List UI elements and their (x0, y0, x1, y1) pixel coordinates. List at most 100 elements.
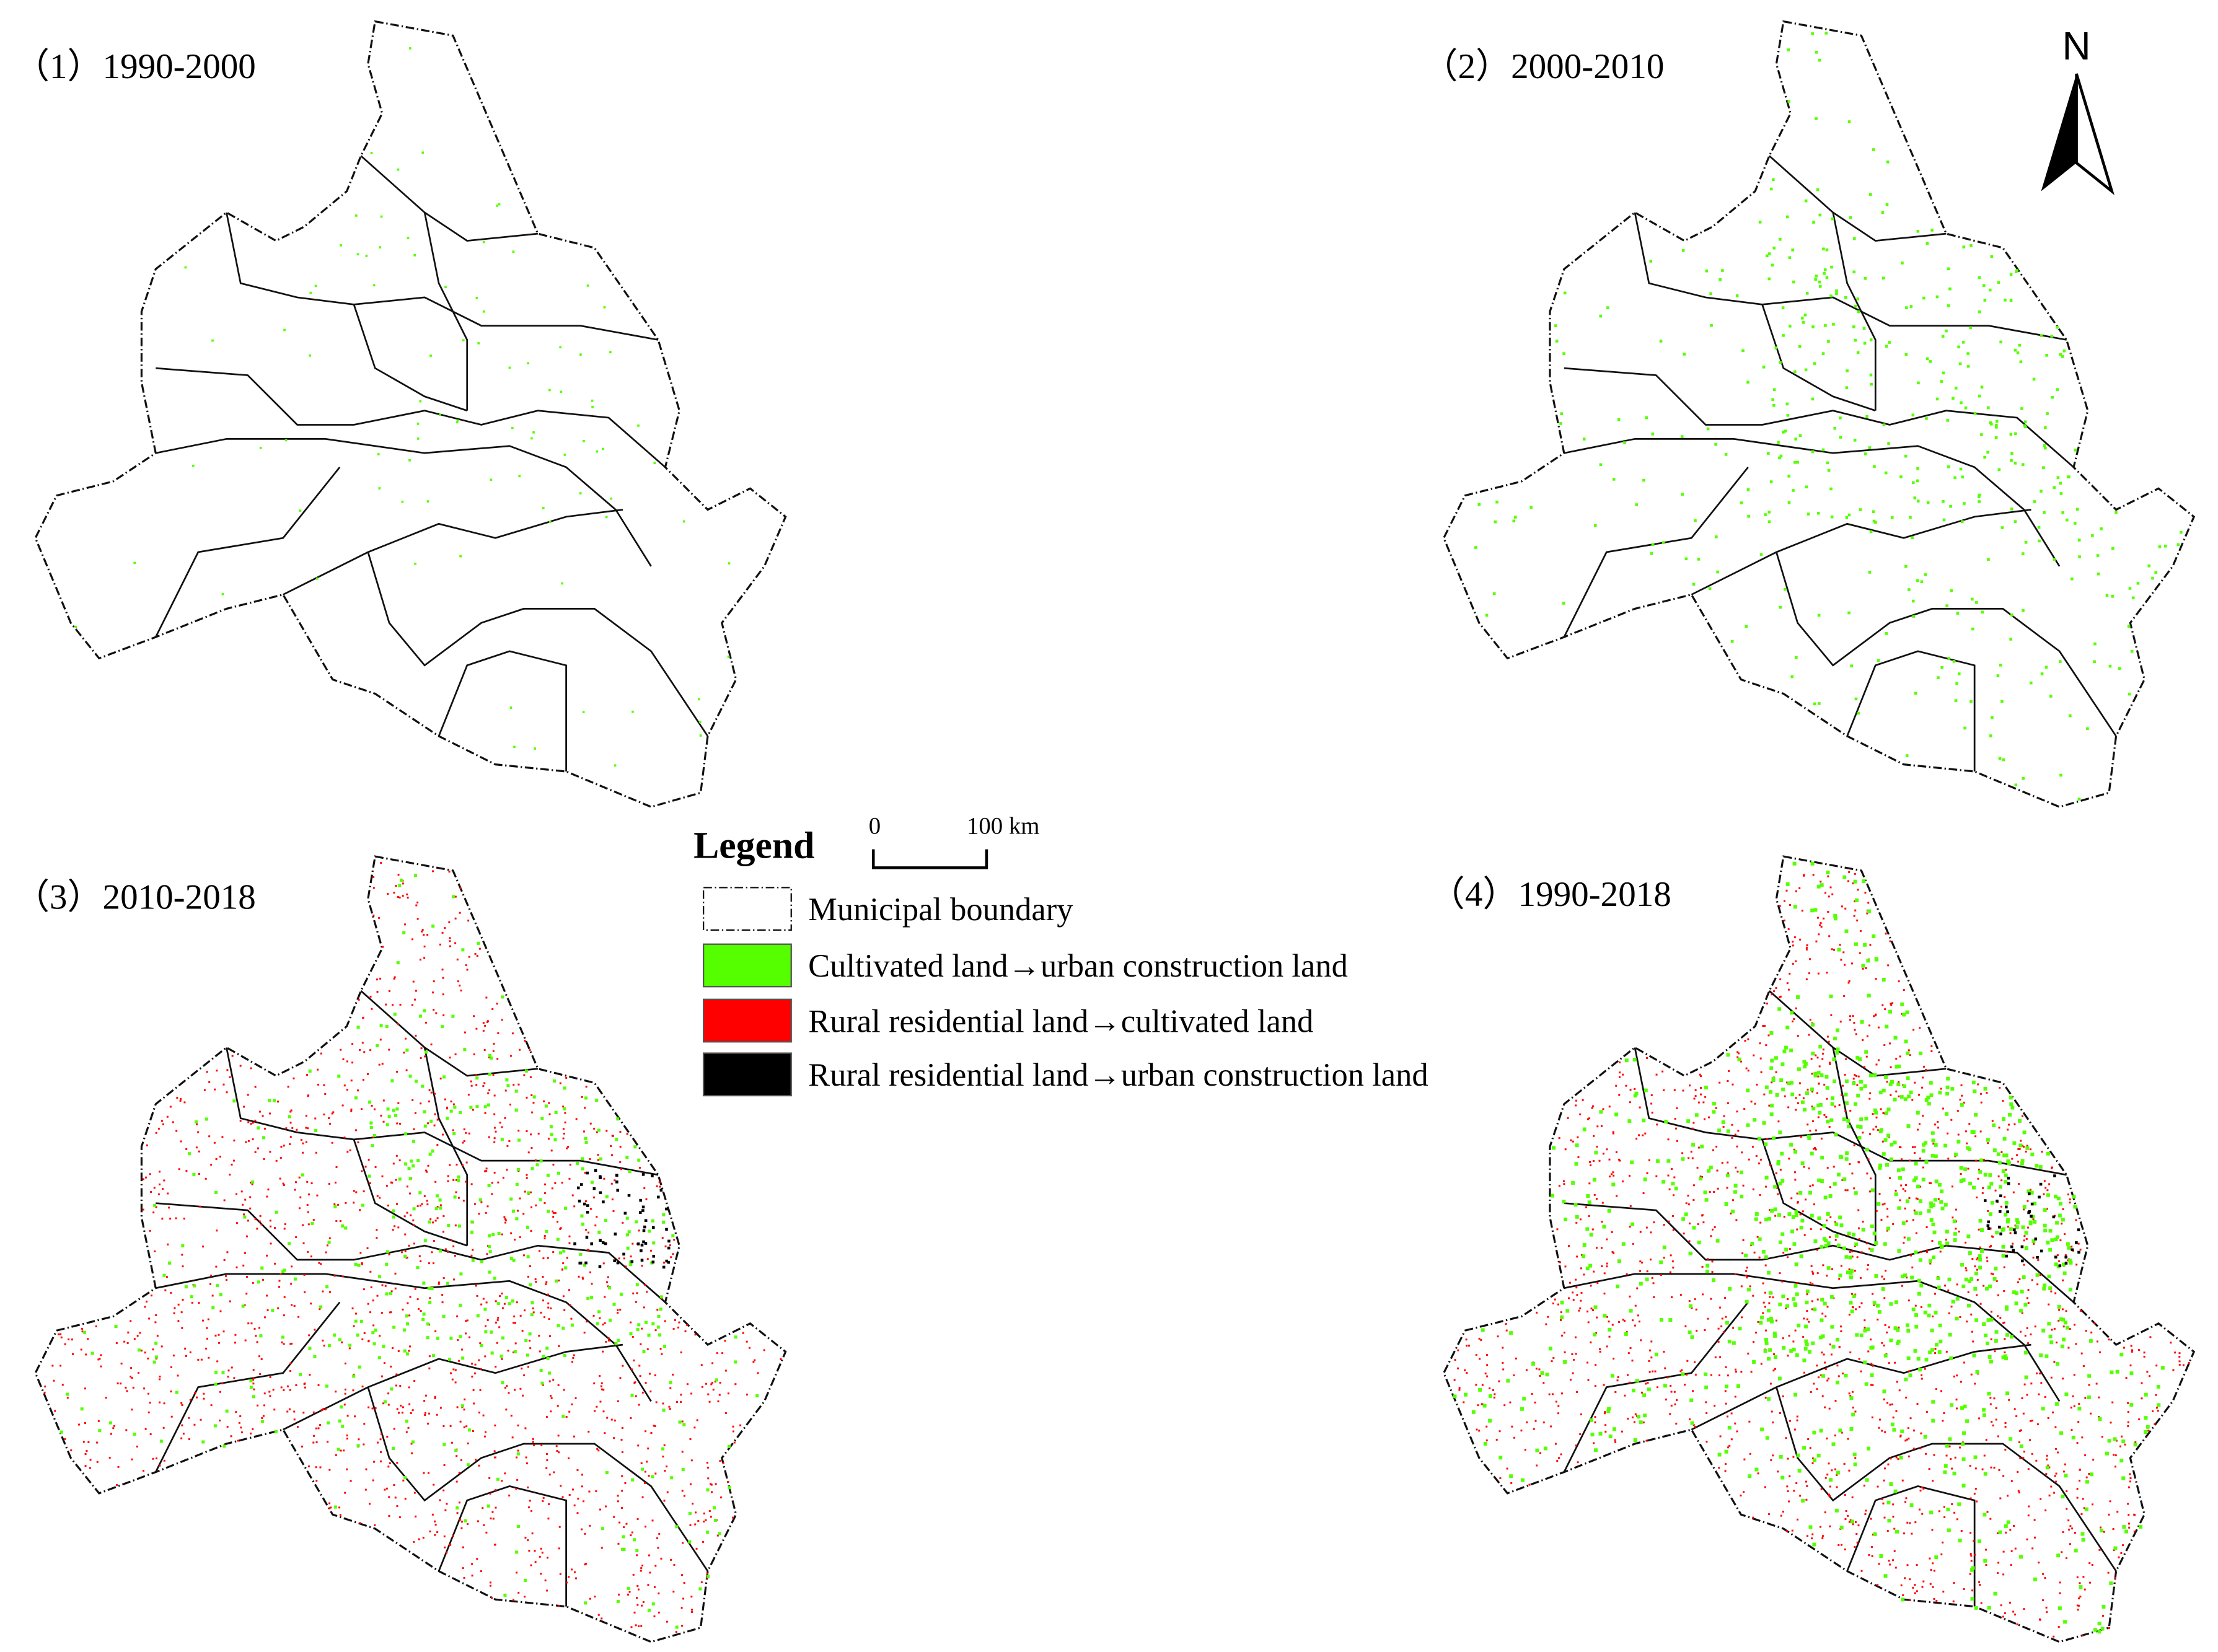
change-patch (291, 1342, 293, 1345)
change-patch (1482, 1404, 1487, 1408)
change-patch (579, 1252, 583, 1256)
change-patch (1888, 341, 1891, 344)
change-patch (424, 1055, 426, 1058)
change-patch (599, 1191, 602, 1195)
change-patch (1904, 1501, 1907, 1503)
change-patch (656, 1537, 659, 1539)
change-patch (1668, 1220, 1670, 1223)
change-patch (1824, 1238, 1828, 1242)
change-patch (550, 1397, 553, 1400)
change-patch (480, 1201, 483, 1203)
change-patch (493, 1094, 496, 1097)
change-patch (1985, 1342, 1989, 1345)
change-patch (214, 1191, 218, 1195)
change-patch (579, 1183, 583, 1186)
change-patch (1747, 1070, 1749, 1072)
change-patch (1834, 1508, 1839, 1513)
change-patch (646, 1348, 649, 1350)
change-patch (607, 1286, 611, 1290)
change-patch (558, 1345, 560, 1347)
change-patch (578, 1262, 582, 1265)
change-patch (1593, 1332, 1597, 1337)
change-patch (1888, 1362, 1890, 1364)
change-patch (649, 1571, 651, 1574)
change-patch (442, 977, 444, 979)
change-patch (724, 1340, 726, 1342)
change-patch (2046, 1611, 2048, 1614)
change-patch (1458, 1387, 1461, 1389)
change-patch (475, 297, 478, 299)
change-patch (1608, 1158, 1611, 1161)
change-patch (1888, 1326, 1890, 1329)
change-patch (2084, 1507, 2088, 1511)
change-patch (1889, 940, 1891, 942)
change-patch (2040, 1382, 2043, 1384)
change-patch (423, 1400, 426, 1402)
change-patch (679, 1400, 682, 1403)
change-patch (1711, 1271, 1714, 1273)
change-patch (2149, 1375, 2151, 1377)
change-patch (1912, 615, 1916, 618)
change-patch (214, 1382, 218, 1386)
change-patch (429, 1530, 431, 1532)
change-patch (386, 1250, 390, 1254)
change-patch (638, 1404, 640, 1406)
change-patch (2109, 1500, 2111, 1503)
change-patch (1651, 1276, 1653, 1279)
change-patch (252, 1382, 255, 1385)
change-patch (1803, 1166, 1805, 1168)
change-patch (253, 1327, 256, 1330)
change-patch (281, 1335, 284, 1339)
change-patch (1992, 1424, 1994, 1426)
change-patch (1906, 1564, 1909, 1566)
change-patch (123, 1340, 126, 1343)
change-patch (144, 1428, 147, 1430)
change-patch (478, 1198, 482, 1202)
change-patch (1559, 422, 1562, 425)
change-patch (2045, 354, 2048, 357)
change-patch (302, 1224, 304, 1226)
change-patch (1883, 1344, 1885, 1347)
change-patch (1961, 1178, 1966, 1182)
change-patch (426, 1200, 428, 1202)
change-patch (414, 1288, 416, 1290)
change-patch (1801, 1498, 1805, 1503)
change-patch (719, 1381, 721, 1384)
change-patch (250, 1432, 252, 1435)
change-patch (713, 1519, 717, 1522)
change-patch (635, 1597, 638, 1599)
change-patch (2023, 1146, 2025, 1148)
change-patch (1777, 1193, 1779, 1195)
change-patch (416, 1159, 420, 1162)
change-patch (1875, 1063, 1878, 1066)
change-patch (643, 1306, 645, 1309)
change-patch (1886, 1107, 1891, 1112)
change-patch (562, 1105, 565, 1108)
change-patch (231, 1366, 233, 1369)
change-patch (1797, 1067, 1801, 1071)
change-patch (449, 1337, 453, 1340)
change-patch (1980, 1602, 1983, 1604)
change-patch (2066, 1508, 2068, 1510)
change-patch (1786, 1081, 1789, 1084)
change-patch (2046, 1454, 2048, 1457)
change-patch (2043, 1223, 2047, 1228)
change-patch (1872, 1301, 1877, 1305)
change-patch (1775, 986, 1777, 989)
change-patch (1888, 1009, 1892, 1014)
change-patch (555, 1445, 558, 1448)
change-patch (2178, 1352, 2181, 1355)
change-patch (254, 1119, 257, 1122)
change-patch (1666, 1159, 1671, 1163)
change-patch (1963, 502, 1966, 505)
change-patch (563, 1389, 565, 1391)
change-patch (2087, 1374, 2092, 1378)
change-patch (1961, 475, 1965, 479)
change-patch (669, 1387, 672, 1389)
change-patch (401, 1412, 403, 1414)
change-patch (1889, 1404, 1891, 1406)
change-patch (526, 1255, 530, 1259)
change-patch (1950, 1403, 1954, 1407)
change-patch (426, 1171, 428, 1173)
change-patch (235, 1411, 237, 1413)
